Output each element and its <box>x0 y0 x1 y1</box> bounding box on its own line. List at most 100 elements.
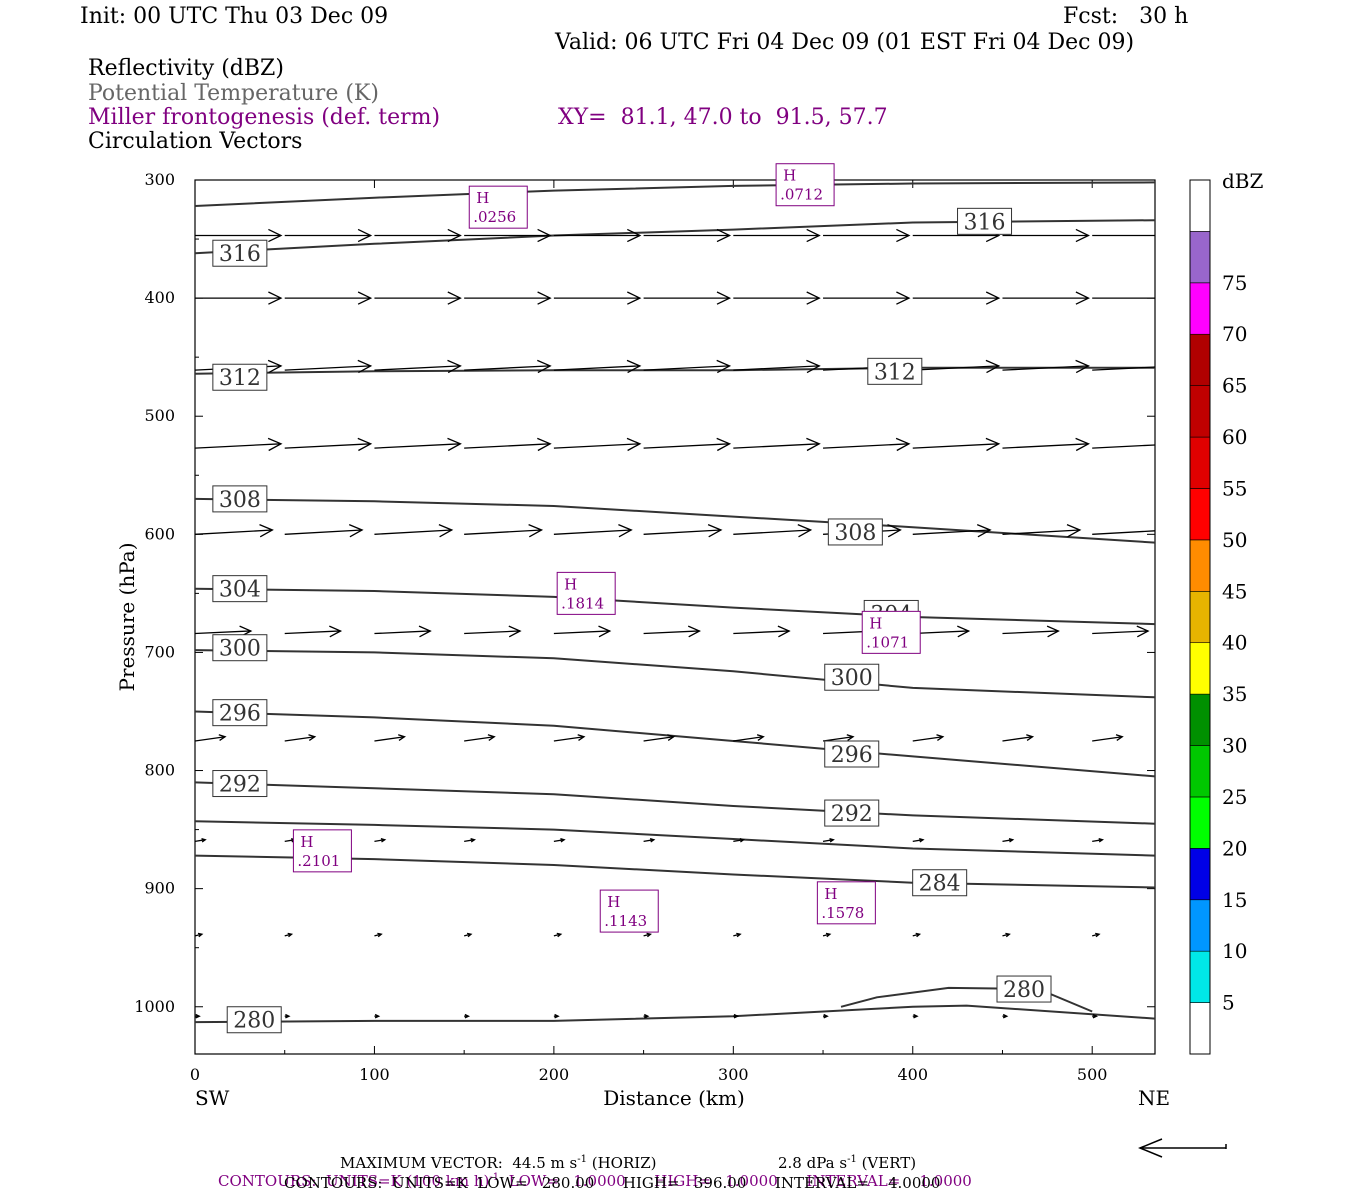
vector-shaft <box>1092 366 1155 371</box>
max-vector-line: MAXIMUM VECTOR: 44.5 m s-1 (HORIZ) <box>340 1140 656 1171</box>
vector-head <box>329 625 343 638</box>
isentrope-label-box <box>212 485 268 513</box>
vector-head <box>377 932 383 938</box>
colorbar-segment <box>1189 642 1211 695</box>
vector-shaft <box>195 443 282 449</box>
vector-head <box>447 228 462 243</box>
isentrope-label: 308 <box>827 518 883 546</box>
vector-head <box>357 228 373 243</box>
vector-shaft <box>284 365 371 371</box>
circulation-vector <box>1092 234 1155 237</box>
circulation-vector <box>464 291 552 305</box>
colorbar-label: 40 <box>1222 631 1247 655</box>
vert-vector-text: 2.8 dPa s <box>778 1154 848 1172</box>
circulation-vector <box>1092 525 1170 537</box>
vector-head <box>1157 525 1170 537</box>
vector-shaft <box>195 839 206 843</box>
circulation-vector <box>733 524 813 538</box>
field-theta: Potential Temperature (K) <box>88 81 379 106</box>
vector-head <box>896 291 911 305</box>
vector-shaft <box>1092 444 1155 449</box>
vector-head <box>380 837 387 843</box>
circulation-vector <box>912 523 992 538</box>
vector-head <box>259 524 274 538</box>
vector-head <box>268 291 283 305</box>
vector-shaft <box>553 365 640 371</box>
isentrope-label-text: 284 <box>919 872 961 897</box>
vector-head <box>1066 524 1082 538</box>
circulation-vector <box>553 734 586 742</box>
isentrope-label: 316 <box>212 239 268 267</box>
vector-head <box>1115 734 1124 741</box>
vector-head <box>1136 625 1150 638</box>
frontogenesis-h: H <box>300 833 313 851</box>
circulation-vector <box>464 1013 471 1019</box>
vector-shaft <box>733 736 764 742</box>
vector-shaft <box>374 630 431 635</box>
field-reflectivity: Reflectivity (dBZ) <box>88 56 284 81</box>
x-tick-label: 400 <box>897 1065 928 1084</box>
isentrope-label: 280 <box>996 975 1052 1003</box>
max-vector-text: MAXIMUM VECTOR: 44.5 m s <box>340 1154 578 1172</box>
vector-shaft <box>733 529 811 535</box>
frontogenesis-box <box>775 163 835 207</box>
vector-shaft <box>1092 530 1155 535</box>
circulation-vector <box>284 625 343 638</box>
vector-head <box>267 437 283 452</box>
isentrope-label-box <box>824 740 880 768</box>
contours-theta: CONTOURS: UNITS=K LOW= 280.00 HIGH= 396.… <box>284 1174 941 1192</box>
circulation-vector <box>912 932 922 938</box>
vector-head <box>716 437 732 452</box>
isentrope-label: 296 <box>824 740 880 768</box>
vector-head <box>806 437 821 452</box>
vector-shaft <box>912 839 924 843</box>
isentrope-label-box <box>824 663 880 691</box>
isentrope-label-text: 308 <box>219 488 261 513</box>
colorbar-frame <box>1189 179 1211 1055</box>
vector-shaft <box>1002 839 1013 843</box>
colorbar-unit: dBZ <box>1222 169 1264 193</box>
frontogenesis-high: H.1814 <box>556 571 616 615</box>
vector-shaft <box>912 529 991 535</box>
isentrope-line <box>195 781 1155 825</box>
isentrope-label-text: 280 <box>233 1009 275 1034</box>
vector-head <box>537 228 552 243</box>
vector-shaft <box>195 529 273 535</box>
frontogenesis-box <box>599 889 659 933</box>
circulation-vector <box>1002 1013 1009 1019</box>
colorbar-label: 20 <box>1222 836 1247 860</box>
circulation-vector <box>195 437 283 452</box>
vector-head <box>895 437 911 452</box>
isentrope-contours <box>195 181 1155 1024</box>
circulation-vector <box>195 932 204 938</box>
isentrope-label-box <box>212 575 268 603</box>
max-vector-sup: -1 <box>577 1154 587 1165</box>
circulation-vector <box>553 228 642 243</box>
vector-head <box>285 1013 291 1019</box>
circulation-vector <box>912 1013 919 1019</box>
vector-shaft <box>643 630 700 635</box>
forecast-hour: Fcst: 30 h <box>1063 4 1189 29</box>
vector-head <box>1008 837 1015 843</box>
circulation-vector <box>1092 366 1155 371</box>
vector-shaft <box>464 736 495 742</box>
frontogenesis-box <box>292 829 352 873</box>
vector-head <box>308 734 317 741</box>
vector-shaft <box>284 529 363 535</box>
frontogenesis-highs: H.0256H.0712H.1814H.1071H.2101H.1143H.15… <box>292 163 921 933</box>
circulation-vector <box>643 291 732 305</box>
vector-head <box>627 228 642 243</box>
circulation-vector <box>284 359 373 374</box>
circulation-vector <box>374 625 432 638</box>
init-time: Init: 00 UTC Thu 03 Dec 09 <box>80 4 389 29</box>
colorbar-segment <box>1189 693 1211 746</box>
circulation-vector <box>1092 444 1155 449</box>
vector-shaft <box>733 839 744 843</box>
isentrope-label: 280 <box>226 1006 282 1034</box>
isentrope-label-text: 316 <box>964 210 1006 235</box>
colorbar-segment <box>1189 282 1211 335</box>
vector-shaft <box>284 736 315 742</box>
vector-head <box>626 359 642 374</box>
frontogenesis-value: .1143 <box>604 912 647 930</box>
